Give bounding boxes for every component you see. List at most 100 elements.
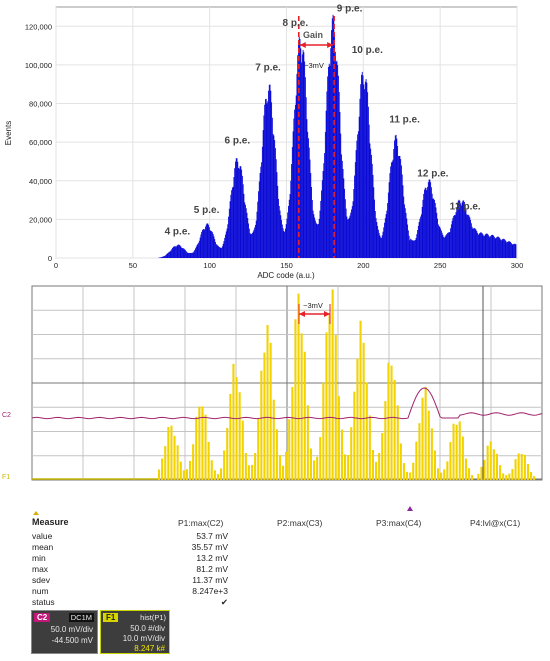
- histogram-bar: [295, 95, 297, 258]
- histogram-bar: [216, 244, 218, 258]
- histogram-bar: [381, 238, 382, 258]
- measure-row-value: 11.37 mV: [192, 575, 228, 585]
- histogram-bar: [481, 233, 483, 258]
- scope-bar: [164, 446, 167, 480]
- histogram-bars: [158, 14, 517, 259]
- histogram-bar: [492, 234, 494, 258]
- histogram-bar: [462, 200, 464, 258]
- scope-bar: [362, 342, 365, 480]
- histogram-bar: [436, 212, 438, 258]
- histogram-bar: [487, 234, 489, 258]
- measure-row-value: 8.247e+3: [192, 586, 228, 596]
- histogram-bar: [188, 253, 190, 258]
- histogram-bar: [245, 204, 246, 258]
- measure-column-p2[interactable]: P2:max(C3): [277, 518, 323, 528]
- scope-bar: [471, 475, 474, 480]
- histogram-bar: [296, 73, 298, 258]
- histogram-x-tick-label: 100: [203, 261, 216, 270]
- histogram-bar: [352, 201, 354, 258]
- histogram-bar: [341, 160, 343, 258]
- histogram-bar: [269, 84, 271, 258]
- histogram-bar: [327, 76, 329, 258]
- histogram-bar: [225, 231, 227, 258]
- histogram-bar: [279, 210, 281, 258]
- histogram-bar: [228, 216, 230, 258]
- histogram-bar: [457, 203, 458, 258]
- scope-bar: [396, 405, 399, 480]
- histogram-bar: [392, 159, 394, 258]
- histogram-bar: [338, 91, 340, 258]
- histogram-bar: [470, 223, 472, 258]
- scope-bar: [514, 459, 517, 480]
- histogram-bar: [457, 200, 459, 258]
- histogram-bar: [509, 241, 511, 258]
- histogram-bar: [305, 97, 307, 258]
- measure-row-label: value: [32, 531, 53, 541]
- histogram-bar: [390, 162, 392, 258]
- histogram-bar: [319, 210, 321, 258]
- measure-column-p3[interactable]: P3:max(C4): [376, 518, 422, 528]
- histogram-bar: [456, 207, 458, 258]
- histogram-bar: [397, 155, 399, 258]
- histogram-bar: [241, 175, 243, 258]
- histogram-bar: [471, 226, 473, 258]
- histogram-bar: [162, 256, 164, 258]
- measure-row-value: 35.57 mV: [191, 542, 228, 552]
- scope-bar: [443, 469, 446, 480]
- oscilloscope-display: C2 F1 ~3mV: [2, 285, 543, 515]
- histogram-bar: [276, 172, 278, 258]
- scope-bar: [257, 418, 260, 480]
- histogram-bar: [185, 250, 186, 258]
- histogram-bar: [417, 230, 419, 258]
- histogram-bar: [359, 98, 361, 259]
- scope-bar: [384, 401, 387, 480]
- histogram-bar: [194, 249, 196, 258]
- histogram-bar: [160, 257, 162, 258]
- histogram-bar: [254, 224, 256, 258]
- histogram-x-tick-label: 300: [511, 261, 524, 270]
- histogram-bar: [328, 63, 330, 258]
- histogram-bar: [303, 52, 305, 259]
- measure-column-p1[interactable]: P1:max(C2): [178, 518, 224, 528]
- histogram-bar: [294, 104, 296, 258]
- histogram-bar: [383, 227, 385, 258]
- histogram-y-tick-label: 100,000: [25, 61, 52, 70]
- f1-legend[interactable]: F1 hist(P1) 50.0 #/div 10.0 mV/div 8.247…: [100, 610, 170, 654]
- histogram-bar: [377, 226, 379, 258]
- scope-bar: [381, 432, 384, 480]
- scope-bar: [390, 365, 393, 480]
- histogram-bar: [324, 131, 326, 258]
- histogram-bar: [371, 163, 373, 258]
- histogram-bar: [310, 173, 312, 258]
- histogram-y-tick-label: 120,000: [25, 22, 52, 31]
- histogram-bar: [317, 224, 319, 258]
- histogram-x-axis-label: ADC code (a.u.): [257, 271, 315, 280]
- histogram-bar: [340, 133, 342, 258]
- histogram-bar: [162, 256, 163, 258]
- histogram-bar: [309, 159, 311, 258]
- histogram-bar: [505, 241, 507, 258]
- histogram-bar: [297, 55, 299, 258]
- channel-2-legend[interactable]: C2 DC1M 50.0 mV/div -44.500 mV: [31, 610, 98, 654]
- scope-histogram-bars: [32, 289, 536, 480]
- histogram-bar: [429, 179, 431, 258]
- scope-bar: [433, 450, 436, 480]
- scope-bar: [517, 453, 520, 480]
- scope-bar: [192, 444, 195, 480]
- histogram-bar: [474, 228, 476, 258]
- histogram-bar: [500, 240, 502, 258]
- histogram-bar: [318, 218, 320, 258]
- histogram-bar: [458, 199, 460, 258]
- histogram-bar: [385, 214, 387, 258]
- histogram-bar: [183, 248, 185, 258]
- scope-bar: [402, 463, 405, 480]
- histogram-bar: [397, 146, 399, 258]
- histogram-bar: [272, 134, 274, 258]
- histogram-bar: [213, 236, 215, 258]
- scope-bar: [303, 351, 306, 480]
- histogram-bar: [496, 237, 498, 258]
- histogram-bar: [337, 75, 339, 258]
- histogram-bar: [219, 247, 221, 258]
- measure-column-p4[interactable]: P4:lvl@x(C1): [470, 518, 521, 528]
- histogram-bar: [395, 134, 397, 258]
